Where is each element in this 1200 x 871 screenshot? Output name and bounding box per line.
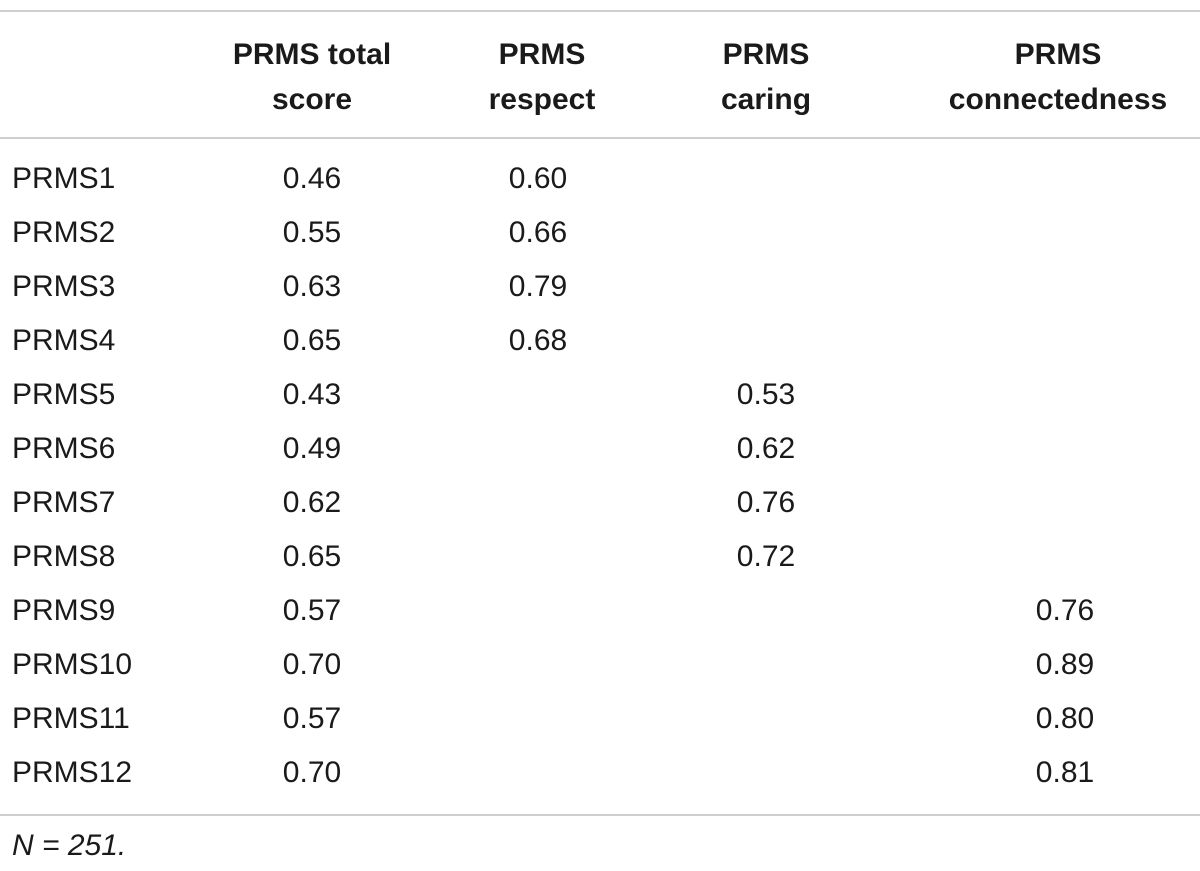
item-label: PRMS4: [12, 324, 116, 357]
item-label: PRMS5: [12, 378, 116, 411]
table-header-rule: [0, 137, 1200, 139]
table-row: PRMS4 0.65 0.68: [0, 314, 1200, 368]
header-line: caring: [720, 83, 812, 116]
total-score-value: 0.65: [282, 324, 342, 357]
header-prms-caring: PRMS caring: [666, 32, 866, 122]
table-bottom-rule: [0, 814, 1200, 816]
item-label: PRMS1: [12, 162, 116, 195]
item-label: PRMS12: [12, 756, 133, 789]
header-line: PRMS: [722, 38, 810, 71]
table-body: PRMS1 0.46 0.60 PRMS2 0.55 0.66 PRMS3 0.63 0.79 P…: [0, 152, 1200, 800]
connectedness-value: 0.76: [1035, 594, 1095, 627]
connectedness-value: 0.89: [1035, 648, 1095, 681]
table-row: PRMS6 0.49 0.62: [0, 422, 1200, 476]
header-line: PRMS total: [232, 38, 392, 71]
header-line: score: [271, 83, 353, 116]
connectedness-value: 0.81: [1035, 756, 1095, 789]
total-score-value: 0.46: [282, 162, 342, 195]
total-score-value: 0.63: [282, 270, 342, 303]
total-score-value: 0.49: [282, 432, 342, 465]
total-score-value: 0.65: [282, 540, 342, 573]
table-row: PRMS10 0.70 0.89: [0, 638, 1200, 692]
connectedness-value: 0.80: [1035, 702, 1095, 735]
total-score-value: 0.55: [282, 216, 342, 249]
header-line: connectedness: [948, 83, 1168, 116]
table-row: PRMS11 0.57 0.80: [0, 692, 1200, 746]
caring-value: 0.72: [736, 540, 796, 573]
table-row: PRMS5 0.43 0.53: [0, 368, 1200, 422]
table-row: PRMS1 0.46 0.60: [0, 152, 1200, 206]
total-score-value: 0.70: [282, 756, 342, 789]
caring-value: 0.62: [736, 432, 796, 465]
total-score-value: 0.62: [282, 486, 342, 519]
table-row: PRMS7 0.62 0.76: [0, 476, 1200, 530]
item-label: PRMS8: [12, 540, 116, 573]
caring-value: 0.76: [736, 486, 796, 519]
header-prms-connectedness: PRMS connectedness: [928, 32, 1188, 122]
table-row: PRMS2 0.55 0.66: [0, 206, 1200, 260]
item-label: PRMS2: [12, 216, 116, 249]
total-score-value: 0.70: [282, 648, 342, 681]
table-row: PRMS12 0.70 0.81: [0, 746, 1200, 800]
total-score-value: 0.57: [282, 702, 342, 735]
item-label: PRMS9: [12, 594, 116, 627]
header-prms-total-score: PRMS total score: [200, 32, 424, 122]
total-score-value: 0.43: [282, 378, 342, 411]
table-top-rule: [0, 10, 1200, 12]
respect-value: 0.79: [508, 270, 568, 303]
caring-value: 0.53: [736, 378, 796, 411]
item-label: PRMS11: [12, 702, 130, 735]
total-score-value: 0.57: [282, 594, 342, 627]
item-label: PRMS10: [12, 648, 133, 681]
header-line: respect: [488, 83, 596, 116]
item-label: PRMS6: [12, 432, 116, 465]
respect-value: 0.68: [508, 324, 568, 357]
header-line: PRMS: [1014, 38, 1102, 71]
item-label: PRMS3: [12, 270, 116, 303]
table-row: PRMS9 0.57 0.76: [0, 584, 1200, 638]
table-row: PRMS3 0.63 0.79: [0, 260, 1200, 314]
header-line: PRMS: [498, 38, 586, 71]
header-prms-respect: PRMS respect: [442, 32, 642, 122]
respect-value: 0.60: [508, 162, 568, 195]
table-footnote: N = 251.: [12, 829, 127, 862]
item-label: PRMS7: [12, 486, 116, 519]
respect-value: 0.66: [508, 216, 568, 249]
table-row: PRMS8 0.65 0.72: [0, 530, 1200, 584]
